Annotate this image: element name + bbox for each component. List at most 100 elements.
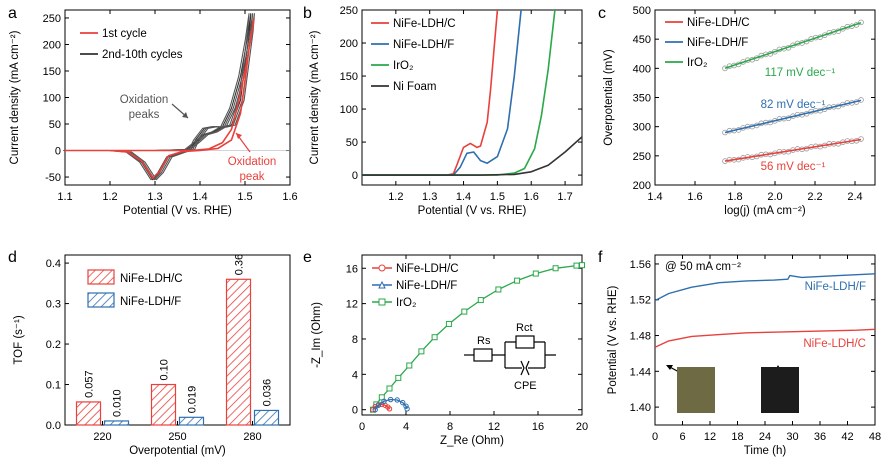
- legend-c-0-text: NiFe-LDH/C: [687, 17, 750, 29]
- panel-label-c: c: [598, 5, 606, 22]
- bar-red-0: [75, 401, 102, 426]
- legend-e-text: NiFe-LDH/F: [396, 280, 457, 292]
- arrow-peaks-head: [182, 112, 188, 118]
- annotation-oxidation-peak-1: Oxidation: [228, 156, 277, 168]
- arrow-start-head: [666, 365, 673, 370]
- y-tick-label: 200: [340, 38, 358, 50]
- slope-label-f: 82 mV dec⁻¹: [761, 99, 826, 111]
- y-tick-label: 450: [633, 34, 651, 46]
- bar-value-label: 0.019: [187, 386, 199, 414]
- panel-b: b 1.2 1.3 1.4 1.5 1.6 1.7 0 50 100 150 200 250 Potent…: [303, 5, 583, 217]
- legend-e-text: NiFe-LDH/C: [396, 263, 459, 275]
- legend-e-marker: [378, 298, 386, 306]
- annotation-oxidation-peaks-2: peaks: [129, 109, 160, 121]
- panel-a: a 1.1 1.2 1.3 1.4 1.5 1.6 -50 0 50 100 150 200 250 Pot…: [8, 5, 298, 217]
- y-tick-label: 1.48: [630, 331, 651, 343]
- y-tick-label: 100: [43, 93, 61, 105]
- x-tick-label: 1.6: [524, 191, 539, 203]
- x-tick-label: 16: [532, 421, 544, 433]
- y-tick-label: 250: [340, 5, 358, 17]
- y-tick-label: 0: [55, 146, 61, 158]
- scatter-point: [858, 97, 864, 103]
- slope-label-c: 56 mV dec⁻¹: [761, 161, 826, 173]
- y-tick-label: 1.52: [630, 295, 651, 307]
- x-axis-label: Potential (V vs. RHE): [418, 205, 527, 217]
- x-tick-label: 2.0: [767, 191, 782, 203]
- equivalent-circuit: [464, 335, 556, 376]
- scatter-point: [858, 136, 864, 142]
- nyquist-marker: [532, 270, 539, 277]
- nyquist-marker: [386, 406, 393, 412]
- x-tick-label: 6: [679, 431, 685, 443]
- y-tick-label: 150: [43, 66, 61, 78]
- bar-blue-0: [103, 420, 130, 426]
- nyquist-marker: [406, 362, 413, 369]
- x-axis-label: Overpotential (mV): [129, 445, 226, 457]
- panel-label-b: b: [303, 5, 312, 22]
- cycle-2to10-line: [68, 13, 255, 181]
- nyquist-marker: [431, 334, 438, 341]
- x-tick-label: 1.3: [422, 191, 437, 203]
- nyquist-marker: [387, 396, 394, 403]
- y-axis-label: -Z_Im (Ohm): [311, 302, 323, 368]
- x-axis-label: Time (h): [744, 445, 787, 457]
- resistor-rs: [473, 348, 493, 362]
- y-tick-label: 200: [43, 39, 61, 51]
- slope-label-iro2: 117 mV dec⁻¹: [765, 67, 836, 79]
- y-axis-label: TOF (s⁻¹): [13, 315, 25, 364]
- nyquist-marker: [404, 406, 410, 412]
- x-tick-label: 36: [814, 431, 826, 443]
- y-tick-label: -50: [45, 172, 61, 184]
- legend-1st-cycle-text: 1st cycle: [102, 28, 147, 40]
- bar-red-1: [150, 383, 177, 426]
- stability-line-f: [654, 273, 876, 302]
- panel-label-d: d: [8, 249, 17, 266]
- circuit-label-rct: Rct: [516, 322, 533, 334]
- y-tick-label: 250: [633, 151, 651, 163]
- legend-b-2-text: IrO₂: [393, 60, 413, 72]
- bar-value-label: 0.10: [159, 359, 171, 380]
- y-tick-label: 0.4: [46, 258, 61, 270]
- resistor-rct: [515, 335, 535, 349]
- panel-label-e: e: [303, 249, 312, 266]
- legend-swatch-f: [87, 292, 115, 308]
- x-tick-label: 1.7: [557, 191, 572, 203]
- nyquist-marker: [477, 297, 484, 304]
- bar-red-2: [225, 278, 252, 426]
- x-tick-label: 1.3: [147, 191, 162, 203]
- nyquist-marker: [514, 277, 521, 284]
- bar-value-label: 0.36: [234, 254, 246, 275]
- y-axis-label: Overpotential (mV): [603, 49, 615, 146]
- y-axis-label: Potential (V vs. RHE): [607, 286, 619, 395]
- x-tick-label: 48: [869, 431, 881, 443]
- y-tick-label: 4: [352, 369, 358, 381]
- condition-label: @ 50 mA cm⁻²: [665, 261, 741, 273]
- y-tick-label: 16: [346, 263, 358, 275]
- x-tick-label: 1.4: [456, 191, 471, 203]
- series-label-c: NiFe-LDH/C: [803, 338, 866, 350]
- bar-value-label: 0.010: [112, 389, 124, 417]
- y-tick-label: 0.1: [46, 380, 61, 392]
- x-tick-label: 12: [704, 431, 716, 443]
- x-tick-label: 42: [841, 431, 853, 443]
- x-tick-label: 1.2: [102, 191, 117, 203]
- x-tick-label: 1.5: [237, 191, 252, 203]
- fit-line-1: [724, 99, 862, 134]
- bar-blue-2: [253, 409, 280, 426]
- x-tick-label: 0: [359, 421, 365, 433]
- y-tick-label: 50: [346, 137, 358, 149]
- legend-e-text: IrO₂: [396, 297, 416, 309]
- bar-value-label: 0.036: [262, 379, 274, 407]
- annotation-oxidation-peak-2: peak: [240, 171, 265, 183]
- series-1-line: [362, 10, 522, 176]
- circuit-label-rs: Rs: [477, 335, 491, 347]
- nyquist-marker: [381, 398, 387, 404]
- y-tick-label: 12: [346, 299, 358, 311]
- panel-c: c 1.4 1.6 1.8 2.0 2.2 2.4 200 250 300 350 400 450 500…: [598, 5, 876, 217]
- y-tick-label: 300: [633, 122, 651, 134]
- x-tick-label: 1.1: [57, 191, 72, 203]
- cycle-1-line: [65, 18, 255, 179]
- x-tick-label: 20: [576, 421, 588, 433]
- x-tick-label: 1.6: [687, 191, 702, 203]
- x-tick-label: 4: [403, 421, 409, 433]
